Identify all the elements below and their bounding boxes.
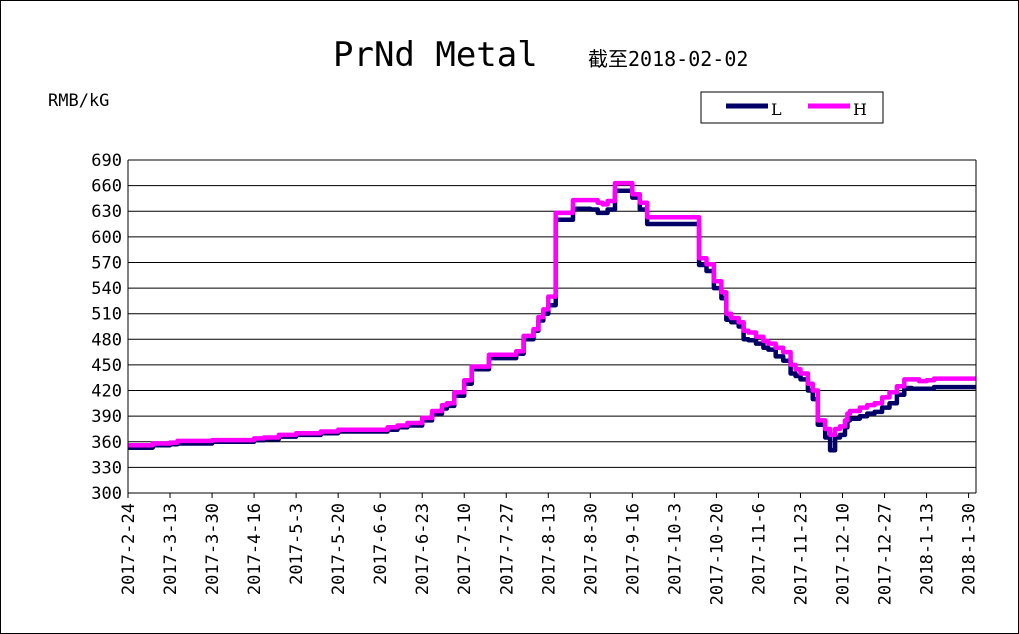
legend-label-l: L (771, 100, 782, 119)
x-tick-label-2017-11-6: 2017-11-6 (749, 503, 769, 595)
x-tick-label-2017-6-23: 2017-6-23 (413, 503, 433, 595)
x-tick-label-2017-2-24: 2017-2-24 (119, 503, 139, 595)
x-tick-label-2017-10-20: 2017-10-20 (707, 503, 727, 605)
series-lines (128, 180, 976, 453)
y-axis-ticks: 690 660 630 600 570 540 510 480 450 420 390 360 330 3… (91, 151, 122, 504)
x-tick-label-2017-8-30: 2017-8-30 (581, 503, 601, 595)
x-tick-label-2017-3-30: 2017-3-30 (203, 503, 223, 595)
x-tick-label-2017-9-16: 2017-9-16 (623, 503, 643, 595)
y-tick-label-570: 570 (91, 253, 122, 273)
y-tick-label-600: 600 (91, 228, 122, 248)
x-tick-label-2017-12-27: 2017-12-27 (876, 503, 896, 605)
y-tick-label-450: 450 (91, 356, 122, 376)
x-tick-label-2017-5-20: 2017-5-20 (329, 503, 349, 595)
x-axis-ticks: 2017-2-24 2017-3-13 2017-3-30 2017-4-16 2017… (119, 493, 980, 605)
y-tick-label-630: 630 (91, 202, 122, 222)
y-tick-label-510: 510 (91, 305, 122, 325)
y-axis-unit: RMB/kG (48, 91, 109, 111)
legend: L H (700, 91, 884, 124)
y-tick-label-420: 420 (91, 382, 122, 402)
chart-title: PrNd Metal (333, 35, 538, 75)
x-tick-label-2017-3-13: 2017-3-13 (161, 503, 181, 595)
legend-label-h: H (853, 100, 867, 119)
x-tick-label-2017-11-23: 2017-11-23 (791, 503, 811, 605)
y-tick-label-480: 480 (91, 330, 122, 350)
x-tick-label-2017-10-3: 2017-10-3 (665, 503, 685, 595)
x-tick-label-2017-7-10: 2017-7-10 (455, 503, 475, 595)
y-tick-label-540: 540 (91, 279, 122, 299)
series-line-H (128, 180, 976, 448)
x-tick-label-2017-12-10: 2017-12-10 (833, 503, 853, 605)
x-tick-label-2017-7-27: 2017-7-27 (497, 503, 517, 595)
y-tick-label-390: 390 (91, 407, 122, 427)
y-tick-label-690: 690 (91, 151, 122, 171)
grid-lines (128, 159, 976, 468)
y-tick-label-660: 660 (91, 177, 122, 197)
x-tick-label-2017-5-3: 2017-5-3 (287, 503, 307, 585)
x-tick-label-2017-4-16: 2017-4-16 (245, 503, 265, 595)
x-tick-label-2018-1-30: 2018-1-30 (960, 503, 980, 595)
chart-subtitle: 截至2018-02-02 (588, 47, 748, 71)
x-tick-label-2018-1-13: 2018-1-13 (918, 503, 938, 595)
axes (127, 160, 977, 494)
y-tick-label-300: 300 (91, 484, 122, 504)
y-tick-label-360: 360 (91, 433, 122, 453)
x-tick-label-2017-6-6: 2017-6-6 (371, 503, 391, 585)
y-tick-label-330: 330 (91, 458, 122, 478)
x-tick-label-2017-8-13: 2017-8-13 (539, 503, 559, 595)
